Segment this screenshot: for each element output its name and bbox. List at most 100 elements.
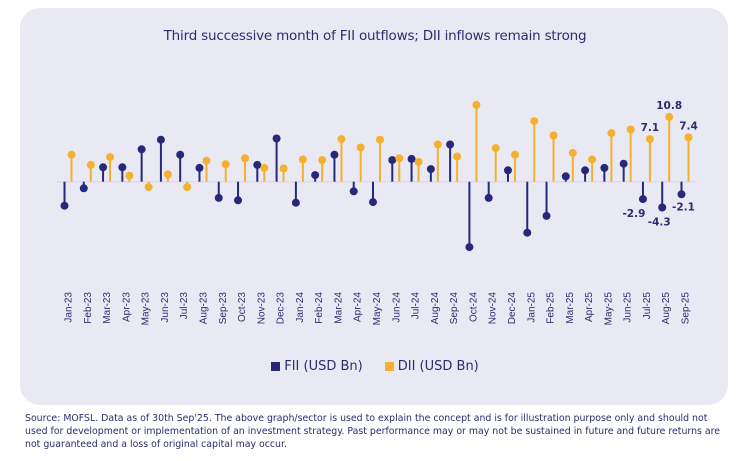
dii-point-jul-24 <box>414 157 423 166</box>
dii-point-nov-24 <box>491 144 500 153</box>
dii-point-dec-23 <box>279 164 288 173</box>
dii-point-sep-25 <box>684 133 693 142</box>
x-tick-label: Oct-23 <box>237 292 248 322</box>
dii-point-may-25 <box>607 129 616 138</box>
fii-point-may-23 <box>137 145 146 154</box>
dii-point-apr-24 <box>356 143 365 152</box>
fii-point-nov-23 <box>253 160 262 169</box>
legend-item-fii: FII (USD Bn) <box>271 359 363 374</box>
dii-point-feb-25 <box>549 131 558 140</box>
dii-point-apr-23 <box>125 171 134 180</box>
fii-point-sep-25 <box>677 190 686 199</box>
x-tick-label: Feb-24 <box>314 292 325 324</box>
fii-point-sep-23 <box>214 193 223 202</box>
chart-card <box>20 8 728 405</box>
dii-point-jun-24 <box>395 154 404 163</box>
x-tick-label: Apr-23 <box>121 292 132 322</box>
x-tick-label: Jan-24 <box>295 292 306 323</box>
x-tick-label: Jul-24 <box>411 292 422 320</box>
fii-point-jan-24 <box>291 198 300 207</box>
dii-point-jul-23 <box>183 183 192 192</box>
dii-point-may-24 <box>376 135 384 144</box>
x-tick-label: Mar-23 <box>102 292 113 324</box>
dii-point-sep-24 <box>453 152 462 161</box>
x-tick-label: Apr-25 <box>584 292 595 322</box>
x-tick-label: Aug-23 <box>198 292 209 325</box>
dii-point-feb-23 <box>86 160 95 169</box>
dii-point-aug-23 <box>202 156 211 165</box>
dii-point-aug-25 <box>665 112 674 121</box>
fii-point-jul-23 <box>176 150 185 159</box>
x-tick-label: Sep-25 <box>681 292 692 325</box>
fii-point-jan-23 <box>60 201 69 210</box>
fii-point-apr-24 <box>349 187 358 196</box>
fii-point-mar-24 <box>330 150 339 159</box>
fii-point-jul-24 <box>407 154 416 163</box>
legend-item-dii: DII (USD Bn) <box>384 359 479 374</box>
fii-point-jul-25 <box>638 195 647 204</box>
dii-series <box>67 100 693 192</box>
fii-point-jun-25 <box>619 159 628 168</box>
fii-point-aug-25 <box>658 203 667 212</box>
dii-point-jun-23 <box>163 170 172 179</box>
source-disclaimer: Source: MOFSL. Data as of 30th Sep'25. T… <box>25 413 721 451</box>
dii-point-jun-25 <box>626 125 635 134</box>
x-tick-label: Jan-23 <box>64 292 75 323</box>
fii-point-aug-23 <box>195 163 204 172</box>
fii-point-oct-24 <box>465 243 474 252</box>
x-tick-label: Feb-25 <box>546 292 557 324</box>
fii-point-oct-23 <box>234 196 243 205</box>
dii-point-sep-23 <box>221 160 230 169</box>
x-tick-label: Dec-23 <box>276 292 287 325</box>
dii-point-mar-24 <box>337 135 346 144</box>
x-tick-label: Jul-23 <box>179 292 190 320</box>
dii-swatch <box>384 362 394 371</box>
x-axis-tick-labels: Jan-23 Feb-23 Mar-23 Apr-23 May-23 Jun-23 Jul-… <box>64 292 692 326</box>
dii-point-dec-24 <box>510 150 519 159</box>
dii-point-feb-24 <box>318 156 327 165</box>
fii-point-jan-25 <box>523 228 532 237</box>
fii-point-dec-23 <box>272 134 281 143</box>
fii-point-feb-24 <box>311 171 320 180</box>
x-tick-label: Jun-24 <box>391 292 402 323</box>
x-tick-label: Aug-25 <box>661 292 672 325</box>
fii-point-apr-25 <box>581 166 590 175</box>
x-tick-label: Nov-24 <box>488 292 499 325</box>
dii-point-mar-23 <box>106 153 115 162</box>
fii-point-dec-24 <box>503 166 512 175</box>
x-tick-label: Nov-23 <box>256 292 267 325</box>
dii-point-aug-24 <box>433 140 442 149</box>
x-tick-label: Jun-23 <box>160 292 171 323</box>
fii-point-jun-23 <box>156 135 165 144</box>
fii-point-sep-24 <box>446 140 455 149</box>
dii-point-nov-23 <box>260 163 269 172</box>
fii-point-may-24 <box>369 198 377 207</box>
chart-legend: FII (USD Bn) DII (USD Bn) <box>0 359 750 374</box>
dii-point-mar-25 <box>568 148 577 157</box>
x-tick-label: Mar-24 <box>333 292 344 324</box>
data-label-fii-sep-25: -2.1 <box>672 201 695 213</box>
data-label-fii-aug-25: -4.3 <box>648 217 671 229</box>
x-tick-label: Oct-24 <box>468 292 479 322</box>
dii-point-jan-25 <box>530 117 539 126</box>
dii-point-jan-24 <box>298 155 307 164</box>
x-tick-label: Jul-25 <box>642 292 653 320</box>
dii-point-oct-24 <box>472 100 481 109</box>
legend-label-dii: DII (USD Bn) <box>397 359 479 374</box>
data-label-dii-sep-25: 7.4 <box>679 120 698 132</box>
fii-point-nov-24 <box>484 193 493 202</box>
dii-point-jul-25 <box>645 135 654 144</box>
x-tick-label: Apr-24 <box>353 292 364 322</box>
fii-point-apr-23 <box>118 163 127 172</box>
fii-point-feb-23 <box>79 184 88 193</box>
dii-point-apr-25 <box>588 155 597 164</box>
data-label-dii-jul-25: 7.1 <box>641 122 660 134</box>
fii-point-may-25 <box>600 163 609 172</box>
data-label-fii-jul-25: -2.9 <box>622 208 645 220</box>
x-tick-label: May-24 <box>372 292 383 326</box>
x-tick-label: Aug-24 <box>430 292 441 325</box>
x-tick-label: Sep-23 <box>218 292 229 325</box>
dii-point-may-23 <box>144 183 153 192</box>
dii-point-oct-23 <box>241 154 250 163</box>
